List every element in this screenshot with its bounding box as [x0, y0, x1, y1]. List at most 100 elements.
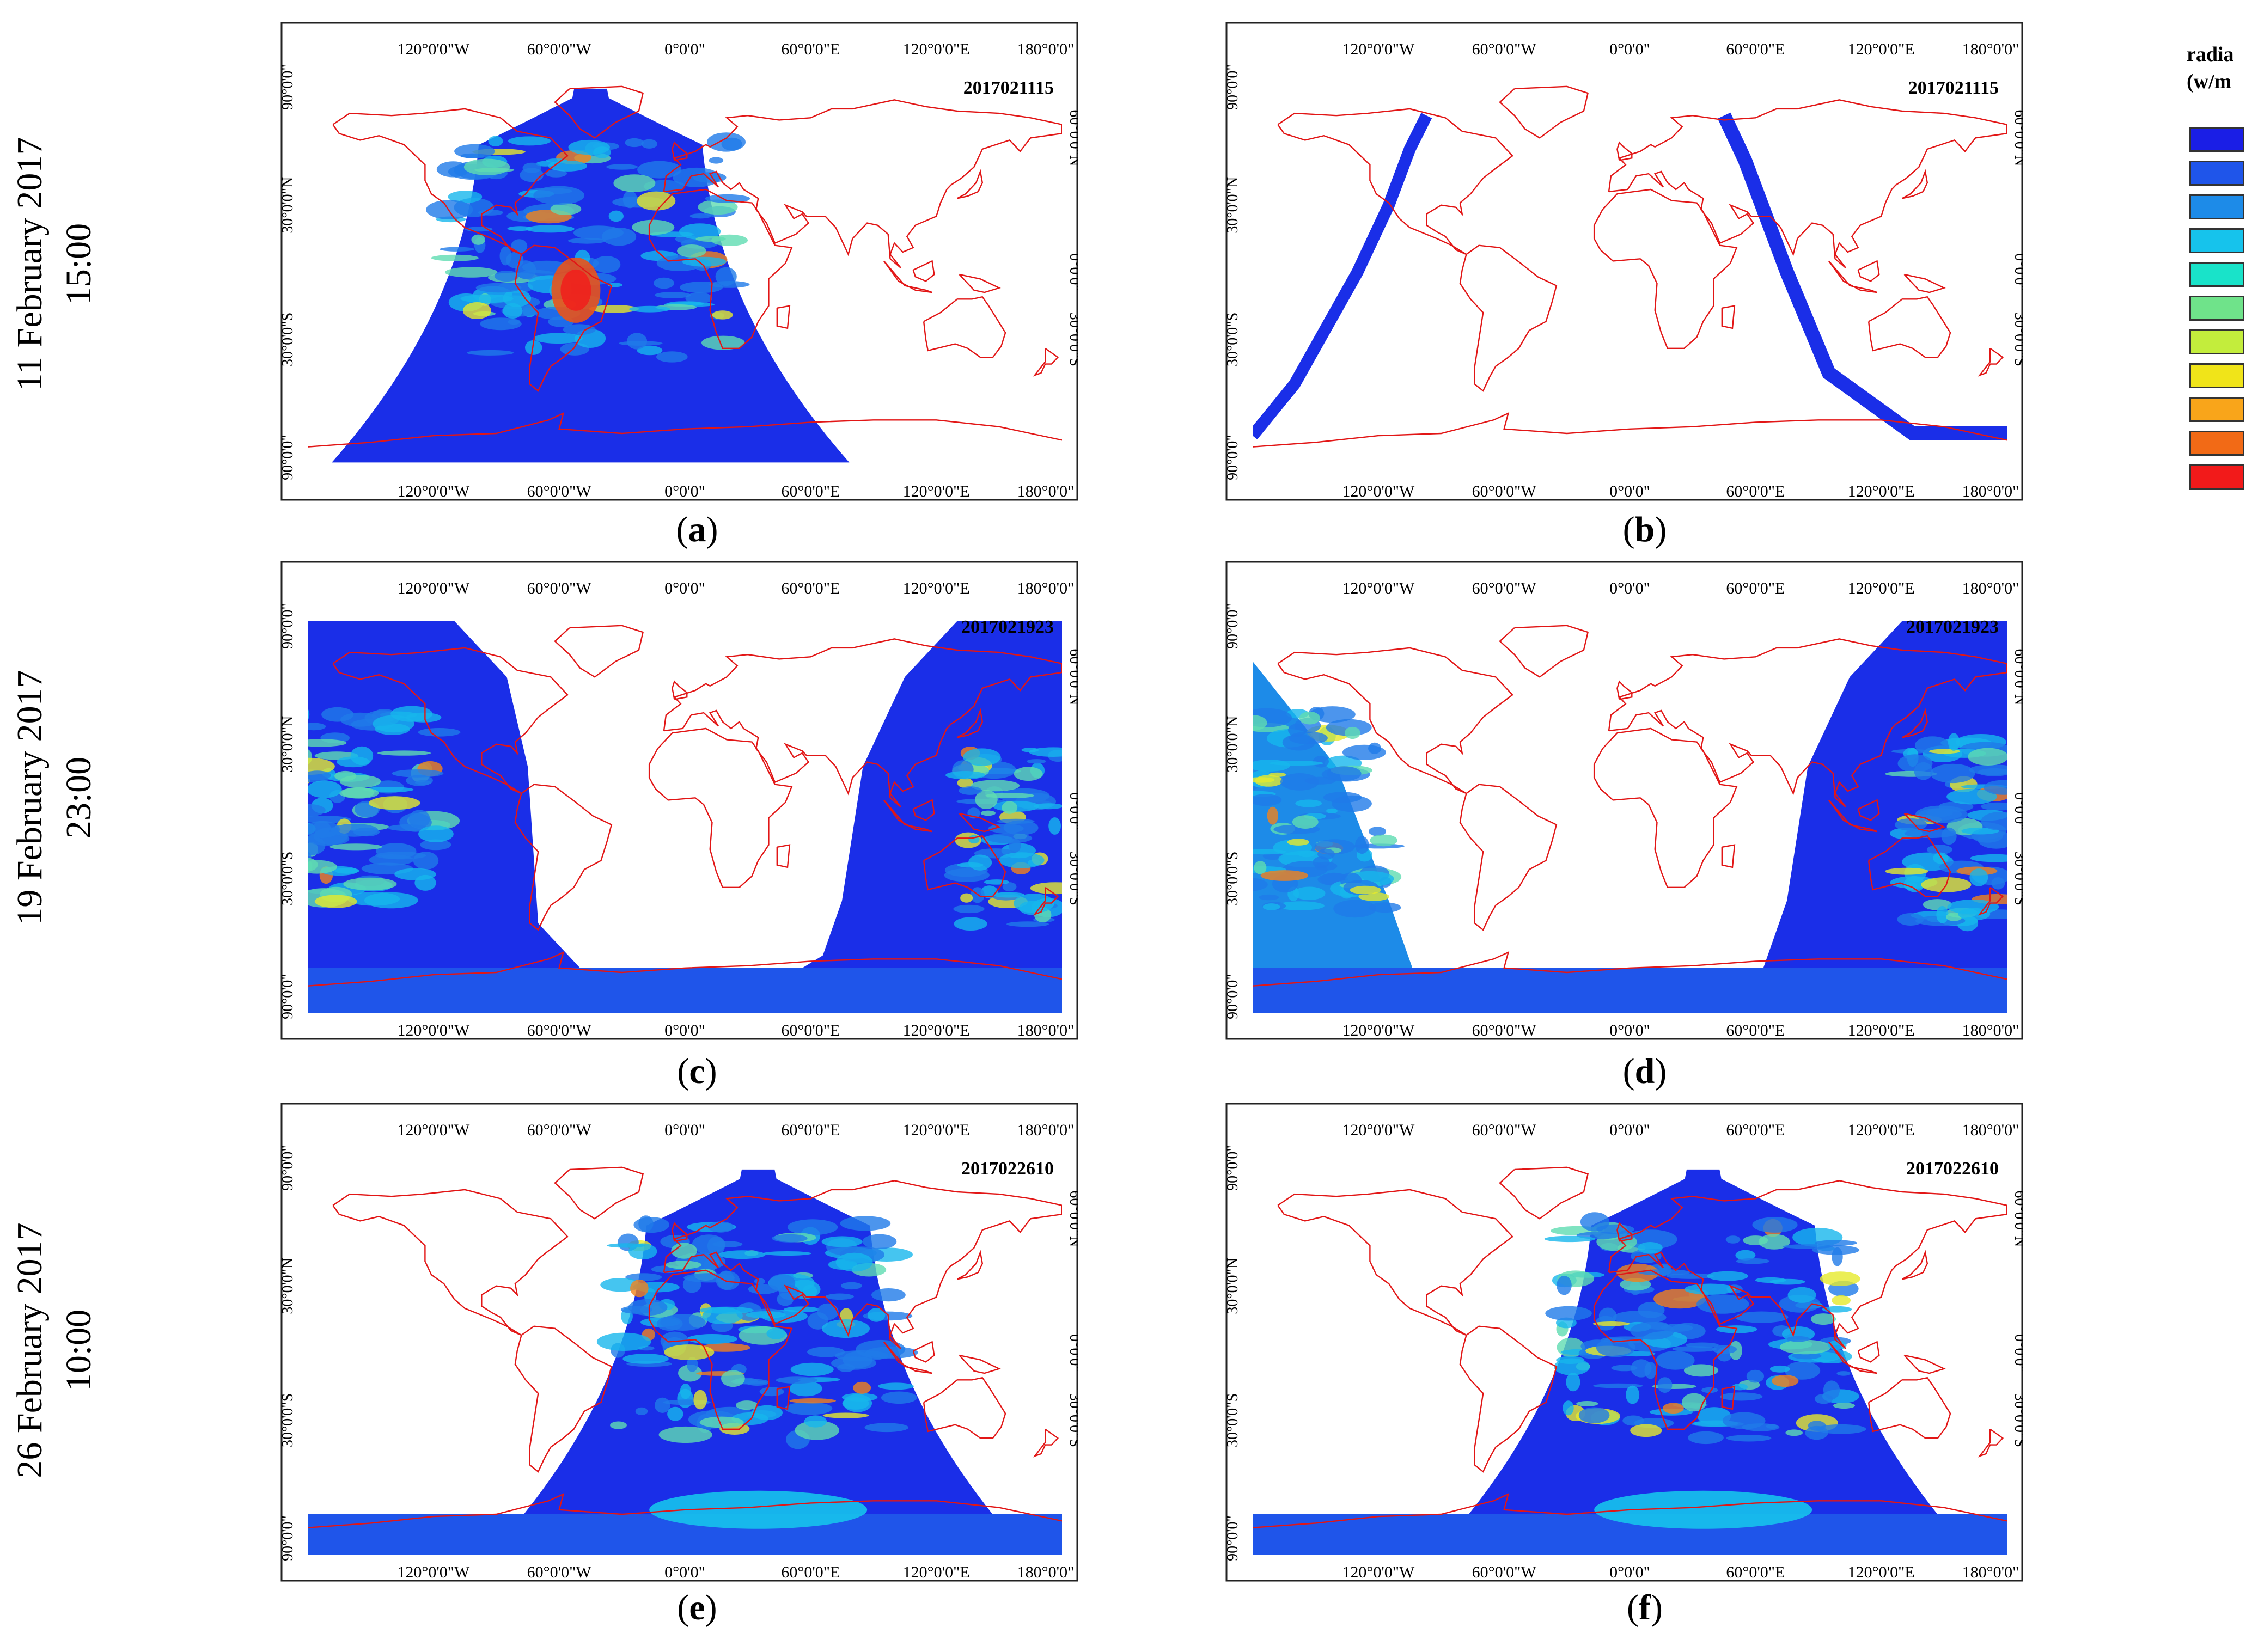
left-tick-label: 30°0'0"N — [280, 716, 296, 773]
map-timestamp: 2017022610 — [1906, 1159, 1999, 1179]
right-tick-label: 60°0'0"N — [2011, 109, 2023, 166]
coastline — [1593, 727, 1738, 888]
coastline — [776, 305, 791, 329]
left-tick-label: 30°0'0"N — [1225, 1258, 1241, 1314]
legend-swatch — [2189, 228, 2244, 253]
top-tick-label: 60°0'0"E — [1726, 579, 1785, 597]
coastline — [1253, 1492, 2007, 1528]
left-tick-label: 90°0'0" — [1225, 1515, 1241, 1561]
top-tick-label: 60°0'0"E — [1726, 40, 1785, 58]
coastline — [1978, 1428, 2004, 1458]
top-tick-label: 60°0'0"E — [781, 579, 840, 597]
right-tick-label: 60°0'0"N — [2011, 648, 2023, 705]
left-tick-label: 30°0'0"N — [280, 1258, 296, 1314]
right-tick-label: 0°0'0" — [2011, 792, 2023, 830]
bottom-tick-label: 60°0'0"W — [1472, 1563, 1537, 1581]
top-tick-label: 60°0'0"E — [781, 1121, 840, 1139]
top-tick-label: 120°0'0"E — [1848, 1121, 1915, 1139]
bottom-tick-label: 180°0'0" — [1962, 482, 2019, 500]
left-tick-label: 30°0'0"N — [1225, 177, 1241, 234]
row-label-2: 19 February 2017 23:00 — [5, 607, 147, 988]
coastline — [1857, 260, 1880, 282]
bottom-tick-label: 120°0'0"E — [903, 482, 970, 500]
left-tick-label: 30°0'0"S — [280, 313, 296, 366]
bottom-tick-label: 60°0'0"W — [1472, 1021, 1537, 1039]
right-tick-label: 0°0'0" — [2011, 253, 2023, 291]
map-figure: 120°0'0"W 120°0'0"W 60°0'0"W 60°0'0"W 0°0'0"… — [280, 22, 1078, 501]
coastline — [648, 188, 793, 349]
row-time: 23:00 — [59, 756, 99, 839]
coastline — [663, 638, 1062, 807]
coastline — [1608, 1180, 2007, 1349]
bottom-tick-label: 120°0'0"W — [397, 482, 470, 500]
coastline — [672, 680, 688, 700]
top-tick-label: 0°0'0" — [664, 579, 705, 597]
coastline — [514, 784, 613, 931]
bottom-tick-label: 60°0'0"E — [781, 482, 840, 500]
bottom-tick-label: 120°0'0"W — [1342, 1021, 1415, 1039]
caption-e: (e) — [677, 1588, 717, 1627]
right-tick-label: 30°0'0"S — [1066, 313, 1078, 366]
coastline — [554, 625, 644, 678]
bottom-tick-label: 180°0'0" — [1962, 1021, 2019, 1039]
caption-d: (d) — [1622, 1051, 1667, 1091]
left-tick-label: 30°0'0"S — [1225, 1393, 1241, 1447]
map-panel-f: 120°0'0"W 120°0'0"W 60°0'0"W 60°0'0"W 0°0'0"… — [1225, 1103, 2023, 1582]
bottom-tick-label: 60°0'0"E — [781, 1021, 840, 1039]
bottom-tick-label: 0°0'0" — [664, 482, 705, 500]
row-time: 10:00 — [59, 1309, 99, 1392]
coastline — [1593, 188, 1738, 349]
left-tick-label: 30°0'0"S — [1225, 852, 1241, 905]
right-tick-label: 0°0'0" — [1066, 1334, 1078, 1372]
row-label-1: 11 February 2017 15:00 — [5, 74, 147, 455]
top-tick-label: 180°0'0" — [1017, 579, 1075, 597]
bottom-tick-label: 180°0'0" — [1017, 1021, 1075, 1039]
caption-f: (f) — [1627, 1588, 1663, 1627]
top-tick-label: 180°0'0" — [1017, 40, 1075, 58]
map-figure: 120°0'0"W 120°0'0"W 60°0'0"W 60°0'0"W 0°0'0"… — [1225, 561, 2023, 1040]
right-tick-label: 0°0'0" — [2011, 1334, 2023, 1372]
coastline — [332, 1189, 569, 1336]
coastline — [883, 1341, 932, 1374]
coastline — [1857, 799, 1880, 821]
coastline — [923, 1376, 1006, 1439]
legend-swatch — [2189, 296, 2244, 321]
coastline — [1499, 1166, 1589, 1220]
left-tick-label: 30°0'0"S — [1225, 313, 1241, 366]
coastline — [1033, 347, 1059, 377]
caption-c: (c) — [677, 1051, 717, 1091]
map-panel-b: 120°0'0"W 120°0'0"W 60°0'0"W 60°0'0"W 0°0'0"… — [1225, 22, 2023, 501]
top-tick-label: 120°0'0"E — [1848, 40, 1915, 58]
top-tick-label: 120°0'0"E — [903, 579, 970, 597]
bottom-tick-label: 60°0'0"E — [1726, 1563, 1785, 1581]
top-tick-label: 120°0'0"W — [1342, 579, 1415, 597]
coastline — [1721, 305, 1736, 329]
map-panel-e: 120°0'0"W 120°0'0"W 60°0'0"W 60°0'0"W 0°0'0"… — [280, 1103, 1078, 1582]
coastline — [1903, 812, 1946, 833]
coastline — [923, 835, 1006, 897]
caption-b: (b) — [1622, 510, 1667, 549]
bottom-tick-label: 60°0'0"W — [527, 482, 592, 500]
coastline — [332, 647, 569, 794]
right-tick-label: 30°0'0"S — [2011, 852, 2023, 905]
bottom-tick-label: 60°0'0"E — [781, 1563, 840, 1581]
top-tick-label: 180°0'0" — [1962, 579, 2019, 597]
bottom-tick-label: 120°0'0"W — [397, 1563, 470, 1581]
right-tick-label: 0°0'0" — [1066, 253, 1078, 291]
coastline — [1499, 85, 1589, 139]
coastline — [1277, 108, 1513, 255]
right-tick-label: 60°0'0"N — [1066, 1190, 1078, 1247]
coastline — [959, 273, 1001, 293]
coastline — [1867, 1376, 1951, 1439]
coastline — [554, 85, 644, 139]
left-tick-label: 90°0'0" — [280, 1515, 296, 1561]
map-figure: 120°0'0"W 120°0'0"W 60°0'0"W 60°0'0"W 0°0'0"… — [280, 1103, 1078, 1582]
top-tick-label: 180°0'0" — [1962, 40, 2019, 58]
coastline — [663, 1180, 1062, 1349]
bottom-tick-label: 120°0'0"E — [1848, 1021, 1915, 1039]
top-tick-label: 0°0'0" — [664, 40, 705, 58]
left-tick-label: 90°0'0" — [280, 603, 296, 649]
left-tick-label: 90°0'0" — [280, 1145, 296, 1191]
legend-swatch — [2189, 127, 2244, 152]
top-tick-label: 120°0'0"E — [1848, 579, 1915, 597]
